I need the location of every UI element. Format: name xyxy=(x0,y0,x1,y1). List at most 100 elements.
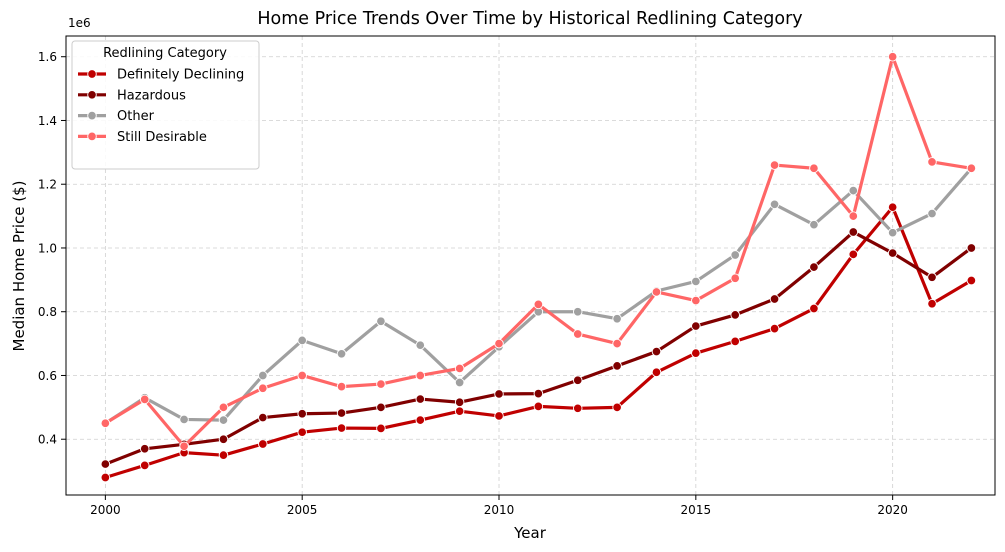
data-point xyxy=(415,415,426,425)
legend-item: Hazardous xyxy=(78,88,186,103)
data-point xyxy=(139,460,150,471)
data-point xyxy=(179,441,189,451)
data-point xyxy=(927,157,937,167)
axes-ticks: 2000 2005 2010 2015 2020 0.4 0.6 0.8 1.0 1.2 1.4 1.… xyxy=(38,50,908,517)
data-point xyxy=(651,346,662,357)
data-point xyxy=(376,379,386,389)
data-point xyxy=(336,381,347,392)
data-point xyxy=(376,402,386,413)
data-point xyxy=(100,418,111,429)
y-tick-label: 1.6 xyxy=(38,50,57,64)
data-point xyxy=(691,295,701,306)
data-point xyxy=(258,383,268,393)
data-point xyxy=(572,329,583,339)
legend-item: Other xyxy=(78,109,155,124)
data-point xyxy=(809,262,819,272)
data-point xyxy=(848,211,859,221)
legend-swatch-marker xyxy=(87,90,97,100)
data-point xyxy=(258,412,268,423)
legend-swatch-marker xyxy=(87,69,97,79)
plot-frame xyxy=(65,35,996,496)
data-point xyxy=(533,401,544,412)
data-point xyxy=(415,370,426,381)
data-point xyxy=(494,338,504,349)
data-point xyxy=(297,427,307,437)
data-point xyxy=(533,299,544,310)
data-point xyxy=(887,51,898,62)
x-tick-label: 2000 xyxy=(90,503,121,517)
data-point xyxy=(612,402,622,413)
chart-title: Home Price Trends Over Time by Historica… xyxy=(257,9,802,29)
data-point xyxy=(966,243,977,253)
data-point xyxy=(612,338,622,349)
legend-swatch-marker xyxy=(87,131,97,142)
x-tick-label: 2010 xyxy=(484,503,515,517)
data-point xyxy=(691,276,701,287)
data-point xyxy=(258,370,268,381)
series-still-desirable xyxy=(100,51,977,451)
data-point xyxy=(218,434,229,444)
y-axis-title: Median Home Price ($) xyxy=(10,181,28,352)
series-hazardous xyxy=(100,227,977,469)
data-point xyxy=(297,370,307,381)
y-tick-label: 0.6 xyxy=(38,369,57,383)
x-tick-label: 2015 xyxy=(681,503,712,517)
y-axis-offset-label: 1e6 xyxy=(68,16,91,30)
data-point xyxy=(691,321,701,331)
data-point xyxy=(454,397,465,407)
data-point xyxy=(533,388,544,399)
y-tick-label: 1.2 xyxy=(38,178,57,192)
legend-items: Definitely Declining Hazardous Other Still … xyxy=(78,68,244,145)
data-point xyxy=(336,349,347,359)
data-point xyxy=(454,363,465,374)
data-point xyxy=(454,377,465,388)
y-tick-label: 1.4 xyxy=(38,114,57,128)
legend: Redlining Category Definitely Declining H… xyxy=(71,40,260,170)
data-point xyxy=(415,340,426,350)
data-point xyxy=(809,219,819,230)
series-layer xyxy=(100,51,977,483)
series-definitely-declining xyxy=(100,202,977,483)
data-point xyxy=(691,348,701,358)
data-point xyxy=(139,444,150,454)
data-point xyxy=(612,361,622,371)
legend-title: Redlining Category xyxy=(103,46,227,61)
data-point xyxy=(100,459,111,469)
data-point xyxy=(218,450,229,460)
legend-item: Still Desirable xyxy=(78,130,207,145)
legend-label: Definitely Declining xyxy=(117,68,244,83)
data-point xyxy=(651,367,662,378)
x-axis-title: Year xyxy=(513,524,547,542)
data-point xyxy=(376,316,386,327)
data-point xyxy=(651,287,662,297)
data-point xyxy=(454,406,465,416)
legend-label: Hazardous xyxy=(117,88,186,103)
data-point xyxy=(258,439,268,449)
y-tick-label: 0.8 xyxy=(38,305,57,319)
y-tick-label: 1.0 xyxy=(38,241,57,255)
data-point xyxy=(415,394,426,404)
x-tick-label: 2005 xyxy=(287,503,318,517)
data-point xyxy=(769,294,780,304)
data-point xyxy=(730,250,740,260)
data-point xyxy=(494,411,504,421)
data-point xyxy=(572,375,583,386)
legend-label: Still Desirable xyxy=(117,130,207,145)
data-point xyxy=(572,306,583,317)
data-point xyxy=(887,248,898,258)
data-point xyxy=(848,185,859,196)
data-point xyxy=(809,303,819,314)
data-point xyxy=(966,163,977,174)
data-point xyxy=(730,336,740,347)
data-point xyxy=(730,273,740,284)
data-point xyxy=(887,227,898,238)
legend-box xyxy=(71,40,260,170)
data-point xyxy=(100,472,111,483)
data-point xyxy=(887,202,898,212)
data-point xyxy=(927,299,937,309)
data-point xyxy=(927,272,937,283)
data-point xyxy=(139,394,150,405)
x-tick-label: 2020 xyxy=(877,503,908,517)
data-point xyxy=(376,423,386,434)
